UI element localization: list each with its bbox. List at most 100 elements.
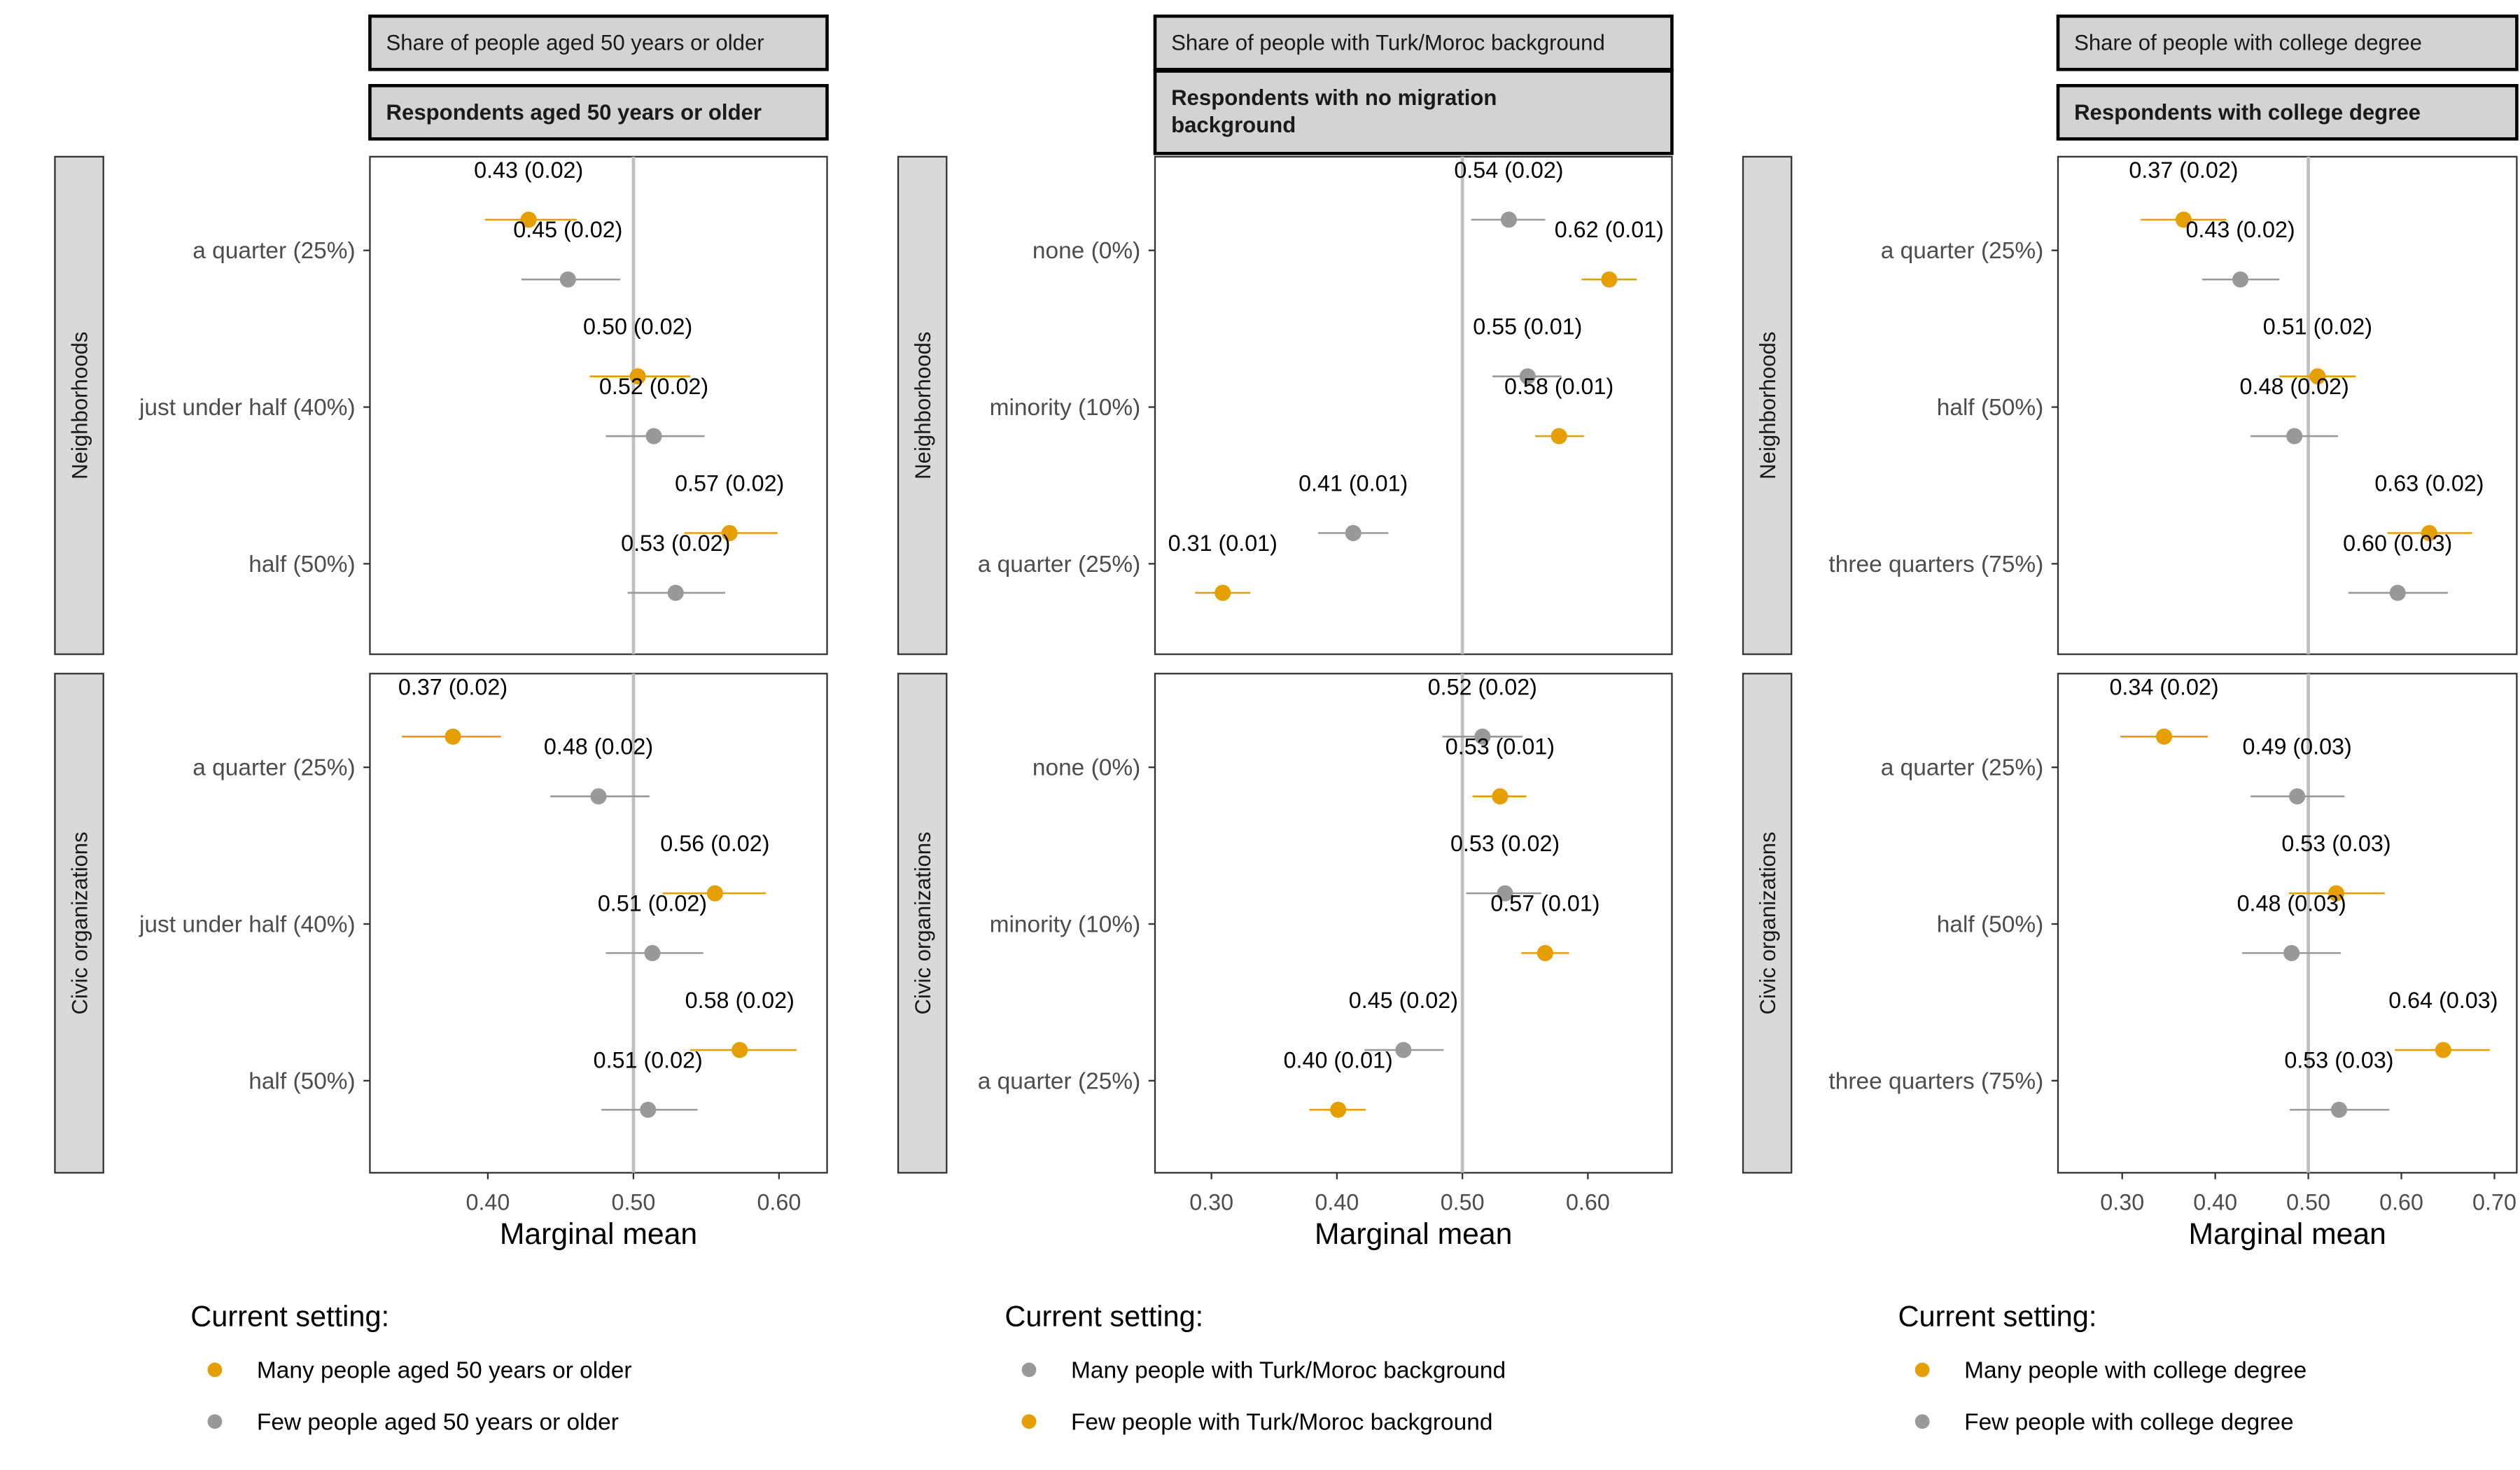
data-label: 0.53 (0.02) [621, 531, 730, 556]
data-label: 0.45 (0.02) [513, 217, 622, 242]
legend-title: Current setting: [190, 1300, 389, 1333]
point-estimate [1536, 945, 1553, 962]
x-tick-label: 0.40 [2193, 1189, 2237, 1214]
strip-header-sub [2056, 83, 2519, 141]
point-estimate [2283, 945, 2300, 962]
legend-label: Many people with college degree [1964, 1357, 2306, 1383]
strip-header-sub-label: Respondents aged 50 years or older [386, 100, 762, 125]
point-estimate [2289, 788, 2306, 805]
x-tick-label: 0.40 [1315, 1189, 1359, 1214]
strip-header-top [2056, 14, 2519, 71]
strip-header-top-label: Share of people aged 50 years or older [386, 31, 764, 55]
x-axis-title: Marginal mean [2189, 1217, 2386, 1251]
x-tick-label: 0.50 [611, 1189, 655, 1214]
legend-label: Many people with Turk/Moroc background [1071, 1357, 1506, 1383]
data-label: 0.58 (0.01) [1504, 374, 1614, 399]
legend-label: Few people with Turk/Moroc background [1071, 1409, 1492, 1435]
y-tick-label: three quarters (75%) [1828, 552, 2043, 578]
point-estimate [1601, 271, 1618, 288]
x-tick-label: 0.50 [1441, 1189, 1485, 1214]
point-estimate [444, 728, 461, 745]
legend-label: Many people aged 50 years or older [257, 1357, 632, 1383]
plot-panel [2057, 673, 2518, 1174]
point-estimate [2421, 525, 2437, 542]
data-label: 0.64 (0.03) [2388, 988, 2498, 1013]
data-label: 0.49 (0.03) [2243, 734, 2352, 760]
strip-header-sub [368, 83, 829, 141]
point-estimate [1550, 428, 1567, 444]
facet-panel: Neighborhoods a quarter (25%) 0.43 (0.02) 0… [54, 155, 828, 655]
point-estimate [644, 945, 661, 962]
point-estimate [1214, 584, 1231, 601]
x-tick-label: 0.60 [1566, 1189, 1610, 1214]
y-tick-label: a quarter (25%) [192, 755, 355, 781]
x-tick-label: 0.60 [2379, 1189, 2423, 1214]
legend: Current setting: Many people with college… [1898, 1300, 2307, 1436]
data-label: 0.51 (0.02) [594, 1047, 703, 1072]
legend: Current setting: Many people aged 50 year… [190, 1300, 631, 1436]
strip-row-label: Civic organizations [1756, 832, 1780, 1014]
legend-key-dot [207, 1362, 223, 1378]
strip-row [54, 673, 104, 1174]
data-label: 0.37 (0.02) [2129, 158, 2238, 183]
data-label: 0.45 (0.02) [1349, 988, 1458, 1013]
point-estimate [1492, 788, 1508, 805]
y-tick-label: minority (10%) [990, 912, 1141, 938]
data-label: 0.51 (0.02) [2263, 314, 2372, 340]
data-label: 0.37 (0.02) [398, 674, 507, 699]
data-label: 0.57 (0.01) [1490, 891, 1600, 916]
data-label: 0.53 (0.03) [2284, 1047, 2393, 1072]
point-estimate [640, 1101, 657, 1118]
data-label: 0.53 (0.01) [1446, 734, 1555, 760]
legend: Current setting: Many people with Turk/Mo… [1004, 1300, 1506, 1436]
strip-header-top-label: Share of people with college degree [2074, 31, 2422, 55]
strip-row-label: Neighborhoods [1756, 332, 1780, 479]
y-tick-label: minority (10%) [990, 395, 1141, 421]
strip-header-sub-label: Respondents with no migration [1171, 85, 1497, 110]
plot-panel [2057, 155, 2518, 655]
legend-title: Current setting: [1004, 1300, 1203, 1333]
legend-key-dot [1914, 1414, 1930, 1429]
point-estimate [1474, 728, 1491, 745]
x-axis-title: Marginal mean [500, 1217, 697, 1251]
x-tick-label: 0.30 [2100, 1189, 2144, 1214]
y-tick-label: a quarter (25%) [978, 1068, 1140, 1094]
data-label: 0.48 (0.02) [544, 734, 653, 760]
point-estimate [732, 1042, 748, 1058]
strip-row [1742, 673, 1793, 1174]
y-tick-label: a quarter (25%) [192, 238, 355, 264]
strip-row [54, 155, 104, 655]
plot-panel [369, 673, 828, 1174]
y-tick-label: just under half (40%) [139, 395, 356, 421]
data-label: 0.34 (0.02) [2109, 674, 2218, 699]
legend-title: Current setting: [1898, 1300, 2097, 1333]
x-axis-title: Marginal mean [1315, 1217, 1512, 1251]
data-label: 0.56 (0.02) [660, 831, 769, 856]
point-estimate [2330, 1101, 2348, 1118]
point-estimate [645, 428, 662, 444]
facet-column: Share of people aged 50 years or older Re… [54, 14, 829, 1436]
x-tick-label: 0.60 [757, 1189, 801, 1214]
point-estimate [2232, 271, 2249, 288]
data-label: 0.62 (0.01) [1555, 217, 1664, 242]
y-tick-label: a quarter (25%) [1881, 238, 2043, 264]
point-estimate [629, 368, 646, 385]
data-label: 0.54 (0.02) [1454, 158, 1563, 183]
y-tick-label: half (50%) [1937, 912, 2043, 938]
strip-row-label: Civic organizations [911, 832, 935, 1014]
x-tick-label: 0.50 [2286, 1189, 2330, 1214]
legend-key-dot [207, 1414, 223, 1429]
data-label: 0.60 (0.03) [2343, 531, 2452, 556]
y-tick-label: three quarters (75%) [1828, 1068, 2043, 1094]
y-tick-label: a quarter (25%) [978, 552, 1140, 578]
point-estimate [2156, 728, 2173, 745]
facet-column: Share of people with college degree Respo… [1742, 14, 2519, 1436]
legend-label: Few people with college degree [1964, 1409, 2294, 1435]
plot-panel [369, 155, 828, 655]
strip-header-top-label: Share of people with Turk/Moroc backgrou… [1171, 31, 1605, 55]
strip-header-top [368, 14, 829, 71]
point-estimate [520, 211, 537, 228]
facet-panel: Neighborhoods a quarter (25%) 0.37 (0.02) 0… [1742, 155, 2518, 655]
facet-column: Share of people with Turk/Moroc backgrou… [897, 14, 1674, 1436]
